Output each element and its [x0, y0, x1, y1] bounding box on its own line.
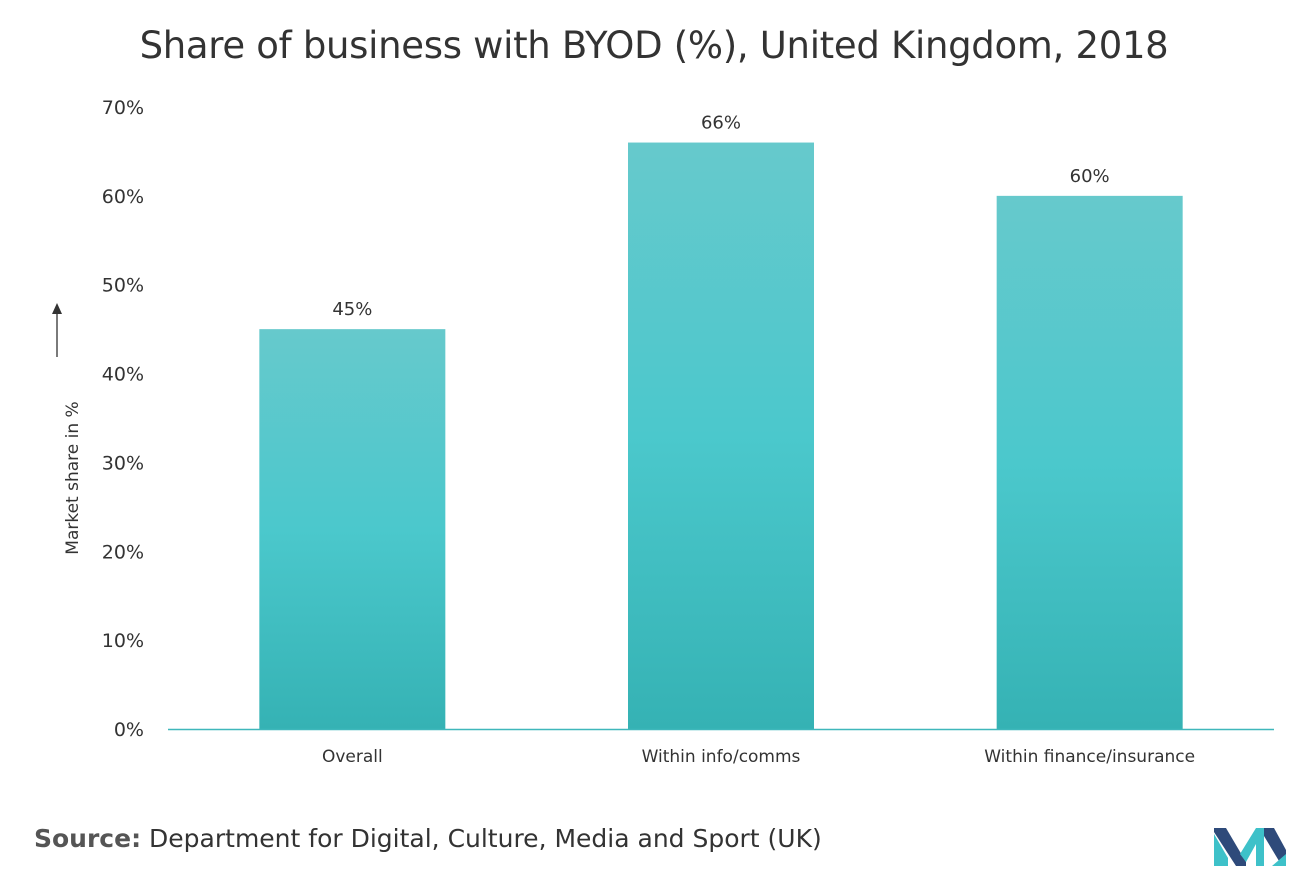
category-labels: Overall Within info/comms Within finance/i… — [322, 747, 1195, 767]
y-tick-label: 10% — [102, 630, 144, 652]
data-label: 45% — [332, 299, 372, 320]
logo-left-stroke — [1214, 834, 1228, 866]
y-tick-label: 50% — [102, 275, 144, 297]
category-label: Within info/comms — [642, 747, 801, 767]
data-label: 60% — [1070, 166, 1110, 187]
mordor-intelligence-logo-icon — [1214, 828, 1286, 866]
y-axis-arrowhead-icon — [52, 303, 62, 314]
bar-chart: 0% 10% 20% 30% 40% 50% 60% 70% 45% 66% 60% Overal… — [52, 97, 1274, 767]
y-tick-label: 70% — [102, 97, 144, 119]
chart-title: Share of business with BYOD (%), United … — [139, 24, 1169, 67]
y-tick-label: 0% — [114, 719, 144, 741]
logo-right-stroke — [1272, 854, 1286, 866]
source-prefix: Source: — [34, 824, 142, 853]
data-labels: 45% 66% 60% — [332, 113, 1109, 321]
bar — [628, 142, 814, 730]
y-axis-ticks: 0% 10% 20% 30% 40% 50% 60% 70% — [102, 97, 144, 741]
source-text: Department for Digital, Culture, Media a… — [141, 824, 822, 853]
y-tick-label: 60% — [102, 186, 144, 208]
y-axis-title-group: Market share in % — [52, 303, 83, 555]
data-label: 66% — [701, 113, 741, 134]
category-label: Within finance/insurance — [984, 747, 1195, 767]
y-tick-label: 40% — [102, 364, 144, 386]
bar — [996, 195, 1183, 729]
source-line: Source: Department for Digital, Culture,… — [34, 824, 822, 853]
y-tick-label: 30% — [102, 452, 144, 474]
bars — [259, 142, 1183, 730]
y-axis-title: Market share in % — [63, 401, 83, 554]
logo-right-diagonal — [1264, 828, 1286, 866]
bar — [259, 329, 446, 729]
logo-left-diagonal — [1214, 828, 1246, 866]
logo-mid-stroke — [1240, 828, 1264, 866]
category-label: Overall — [322, 747, 383, 767]
y-tick-label: 20% — [102, 541, 144, 563]
